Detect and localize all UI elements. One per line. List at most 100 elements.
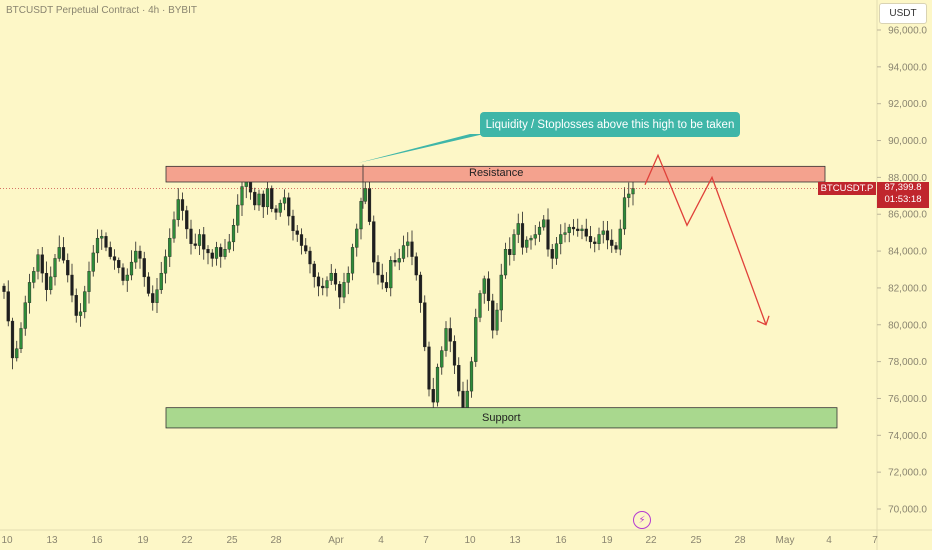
candle-body [57, 247, 61, 259]
candle-body [193, 243, 197, 246]
candle-body [117, 260, 121, 268]
y-tick-label: 70,000.0 [888, 505, 927, 516]
candle-body [389, 260, 393, 289]
candle-body [350, 247, 355, 274]
candle-body [155, 289, 159, 303]
candle-body [499, 274, 503, 311]
candle-body [448, 328, 452, 342]
x-tick-label: 13 [46, 535, 58, 546]
candle-body [576, 228, 580, 232]
x-tick-label: 22 [645, 535, 657, 546]
candle-body [87, 271, 91, 292]
x-tick-label: Apr [328, 535, 344, 546]
candle-body [146, 276, 151, 294]
candle-body [359, 201, 363, 230]
candle-body [287, 197, 291, 217]
candle-body [125, 274, 129, 281]
candle-body [6, 291, 10, 322]
zones-layer [165, 165, 838, 429]
candle-body [108, 247, 112, 257]
candle-body [316, 276, 321, 287]
candle-body [418, 274, 423, 303]
x-tick-label: 16 [555, 535, 567, 546]
candle-body [185, 210, 189, 230]
candle-body [10, 320, 15, 359]
candle-body [537, 226, 542, 235]
x-tick-label: 13 [509, 535, 521, 546]
candle-body [563, 232, 567, 235]
candle-body [452, 341, 457, 366]
candle-body [138, 250, 142, 259]
x-tick-label: 7 [872, 535, 878, 546]
candle-body [202, 234, 206, 250]
candle-body [36, 254, 40, 272]
x-tick-label: 10 [464, 535, 476, 546]
x-tick-label: 28 [270, 535, 282, 546]
candle-body [312, 263, 316, 278]
callout-pointer [358, 134, 484, 163]
y-tick-label: 84,000.0 [888, 247, 927, 258]
candle-body [486, 278, 491, 302]
overlay-layer [0, 134, 818, 326]
candle-body [605, 230, 610, 241]
countdown-value: 01:53:18 [884, 194, 922, 205]
x-tick-label: 19 [137, 535, 149, 546]
candle-body [214, 247, 219, 259]
candle-body [469, 361, 474, 392]
candle-body [40, 254, 44, 274]
projection-path [644, 153, 767, 325]
candle-body [457, 365, 461, 392]
candle-body [423, 302, 427, 348]
x-tick-label: 22 [181, 535, 193, 546]
candle-body [176, 199, 180, 220]
currency-selector-button[interactable]: USDT [879, 3, 927, 24]
candle-body [23, 302, 27, 329]
candle-body [151, 293, 155, 303]
candle-body [588, 236, 593, 243]
candle-body [397, 258, 401, 263]
candle-body [533, 234, 537, 239]
candle-body [270, 188, 274, 209]
candle-body [546, 219, 550, 250]
candle-body [478, 293, 482, 318]
candle-body [274, 208, 278, 213]
candle-body [291, 215, 295, 232]
y-tick-label: 76,000.0 [888, 394, 927, 405]
candle-body [304, 245, 308, 252]
candle-body [32, 271, 36, 283]
candle-body [440, 350, 444, 368]
candle-body [435, 366, 440, 403]
candle-body [142, 258, 146, 278]
candle-body [559, 234, 563, 244]
candle-body [210, 252, 214, 259]
x-tick-label: 25 [690, 535, 702, 546]
y-tick-label: 86,000.0 [888, 210, 927, 221]
candle-body [614, 245, 618, 250]
candle-body [19, 328, 23, 349]
candle-body [367, 188, 372, 222]
support-zone [165, 407, 838, 429]
candlestick-series [2, 173, 635, 425]
candle-body [482, 278, 486, 294]
candle-body [393, 260, 397, 263]
x-tick-label: 7 [423, 535, 429, 546]
candle-body [580, 228, 584, 232]
lightning-icon[interactable]: ⚡ [633, 511, 651, 529]
candle-body [567, 226, 571, 233]
candle-body [308, 250, 312, 265]
y-tick-label: 90,000.0 [888, 136, 927, 147]
candle-body [27, 282, 32, 303]
candle-body [333, 272, 338, 285]
candle-body [363, 188, 367, 202]
candle-body [180, 199, 185, 211]
candle-body [601, 230, 605, 235]
candle-body [172, 219, 176, 239]
candle-body [495, 309, 499, 331]
candle-body [129, 261, 134, 276]
candle-body [61, 247, 66, 261]
candle-body [584, 228, 588, 237]
resistance-zone [165, 165, 826, 183]
candle-body [325, 280, 329, 289]
chart-title: BTCUSDT Perpetual Contract · 4h · BYBIT [6, 5, 197, 16]
